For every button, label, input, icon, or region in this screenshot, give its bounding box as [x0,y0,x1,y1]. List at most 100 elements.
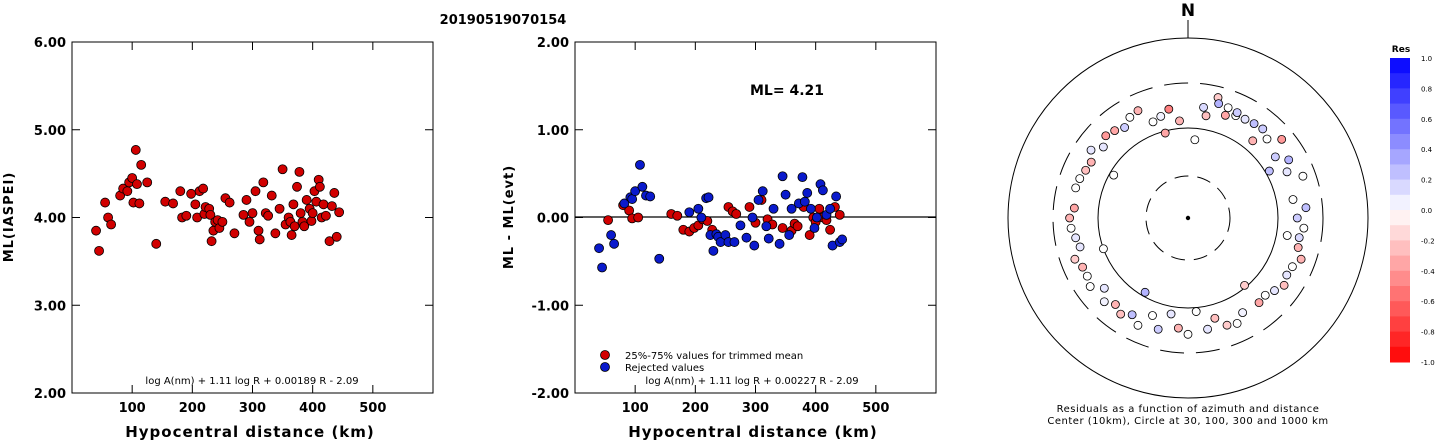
panel-azimuth-plot: N Residuals as a function of azimuth and… [1007,1,1369,427]
polar-caption-line1: Residuals as a function of azimuth and d… [1057,404,1320,415]
polar-data-point [1085,282,1095,291]
polar-data-point [1260,290,1270,300]
color-scale-segment [1390,88,1410,105]
color-scale-segment [1390,73,1410,89]
panel1-points [91,145,345,256]
p1-data-point [277,164,288,175]
p1-y-tick-label: 6.00 [34,36,66,51]
panel2-formula: log A(nm) + 1.11 log R + 0.00227 R - 2.0… [645,376,858,387]
polar-data-point [1232,318,1242,328]
color-scale-segment [1390,58,1410,74]
polar-data-point [1298,171,1308,181]
p2-data-point [825,203,836,214]
color-scale-segment [1390,134,1410,150]
p1-data-point [151,238,162,249]
p1-data-point [331,231,342,242]
color-scale-segment [1390,103,1410,120]
panel2-x-ticks: 100 200 300 400 500 [622,42,889,416]
p1-data-point [318,199,329,210]
north-label: N [1181,1,1195,21]
p1-data-point [263,210,274,221]
polar-data-point [1299,223,1309,233]
panel2-points [594,159,848,273]
color-scale-labels: 1.0 0.8 0.6 0.4 0.2 0.0 -0.2 -0.4 -0.6 -0.8 -1.0 [1421,55,1435,367]
polar-data-point [1301,203,1311,213]
ring-100km [1097,127,1279,309]
legend-label-rejected: Rejected values [625,363,704,374]
color-scale-label: 1.0 [1421,55,1432,63]
p1-data-point [329,188,340,198]
color-scale-segment [1390,301,1410,317]
ring-outer [1007,37,1369,399]
color-scale-label: -0.4 [1421,268,1435,276]
p2-data-point [809,223,820,233]
color-scale: Res 1.0 0.8 0.6 0.4 0.2 0.0 -0.2 -0.4 -0.6 -0.8 -1… [1390,45,1435,367]
polar-data-point [1277,134,1287,144]
polar-data-point [1140,287,1150,297]
p1-data-point [91,225,101,236]
p2-data-point [735,220,746,231]
p2-data-point [693,203,704,214]
color-scale-label: 0.8 [1421,85,1432,93]
p2-data-point [684,207,695,218]
p2-data-point [633,212,644,223]
polar-data-point [1240,114,1250,124]
p2-data-point [594,243,604,254]
p1-data-point [136,159,147,170]
p2-data-point [802,188,813,198]
p2-data-point [780,189,791,200]
p2-data-point [804,230,815,240]
p1-data-point [327,201,337,211]
polar-data-point [1086,145,1096,155]
polar-data-point [1190,135,1200,145]
panel1-y-ticks: 2.00 3.00 4.00 5.00 6.00 [34,36,433,402]
polar-data-point [1292,213,1302,223]
color-scale-label: 0.0 [1421,207,1432,215]
polar-data-point [1111,300,1120,309]
polar-data-point [1075,174,1085,183]
figure-title: 20190519070154 [440,13,567,28]
polar-data-point [1082,271,1092,281]
polar-data-point [1116,309,1126,319]
p2-data-point [729,237,740,247]
color-scale-segment [1390,118,1410,135]
ml-annotation: ML= 4.21 [750,83,824,99]
polar-data-point [1125,112,1135,122]
polar-data-point [1160,128,1170,138]
color-scale-segment [1390,164,1410,181]
polar-data-point [1222,320,1232,330]
p1-data-point [274,203,285,214]
p2-data-point [749,240,760,251]
p2-x-tick-label: 100 [622,401,649,416]
polar-data-point [1153,324,1163,334]
panel2-y-ticks: -2.00 -1.00 0.00 1.00 2.00 [532,36,936,402]
legend-marker-rejected [600,362,610,372]
color-scale-segment [1390,225,1410,241]
p2-data-point [817,185,828,196]
polar-data-point [1210,313,1220,323]
legend-marker-trimmed [600,350,610,360]
polar-data-point [1173,323,1183,333]
p2-data-point [747,212,758,223]
p2-data-point [797,172,808,183]
p2-data-point [744,202,755,212]
color-scale-segment [1390,149,1410,165]
polar-data-point [1099,283,1109,293]
p1-data-point [288,199,299,210]
polar-data-point [1240,280,1249,290]
p2-data-point [811,212,822,223]
color-scale-segment [1390,286,1410,302]
p1-data-point [270,228,281,239]
p2-data-point [603,215,613,226]
p2-data-point [654,253,665,264]
p1-data-point [254,234,265,245]
p2-data-point [637,181,648,192]
color-scale-label: -0.6 [1421,298,1435,306]
polar-data-point [1086,157,1096,167]
color-scale-segment [1390,179,1410,196]
polar-data-point [1156,111,1166,121]
polar-data-point [1282,231,1292,240]
polar-data-point [1284,155,1294,165]
p1-data-point [186,188,197,199]
p1-data-point [301,195,312,205]
